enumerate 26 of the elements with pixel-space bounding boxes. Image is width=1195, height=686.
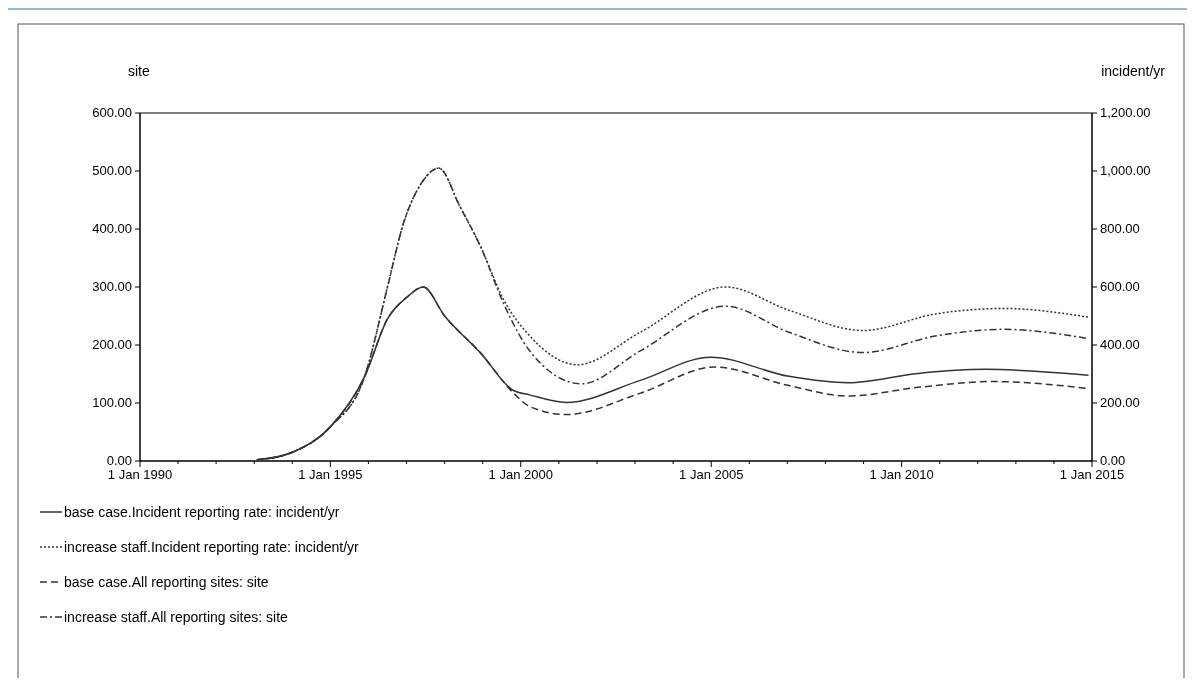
x-tick-label: 1 Jan 2005 <box>679 467 744 482</box>
x-tick-label: 1 Jan 2000 <box>488 467 553 482</box>
y-tick-label: 500.00 <box>92 163 132 178</box>
y2-tick-label: 600.00 <box>1100 279 1140 294</box>
legend-label: base case.All reporting sites: site <box>64 574 269 590</box>
y-tick-label: 300.00 <box>92 279 132 294</box>
y2-tick-label: 400.00 <box>1100 337 1140 352</box>
y-tick-label: 400.00 <box>92 221 132 236</box>
legend-label: base case.Incident reporting rate: incident/yr <box>64 504 340 520</box>
legend-label: increase staff.Incident reporting rate: incident/yr <box>64 539 360 555</box>
y2-tick-label: 1,200.00 <box>1100 105 1151 120</box>
x-tick-label: 1 Jan 1995 <box>298 467 363 482</box>
y-tick-label: 100.00 <box>92 395 132 410</box>
y2-tick-label: 800.00 <box>1100 221 1140 236</box>
y2-axis-title: incident/yr <box>1101 63 1166 79</box>
x-tick-label: 1 Jan 2010 <box>869 467 934 482</box>
y2-tick-label: 200.00 <box>1100 395 1140 410</box>
y-tick-label: 600.00 <box>92 105 132 120</box>
y-axis-title: site <box>128 63 150 79</box>
x-tick-label: 1 Jan 2015 <box>1059 467 1125 482</box>
y2-tick-label: 0.00 <box>1100 453 1126 468</box>
y-tick-label: 200.00 <box>92 337 132 352</box>
legend-label: increase staff.All reporting sites: site <box>64 609 289 625</box>
x-tick-label: 1 Jan 1990 <box>107 467 173 482</box>
y2-tick-label: 1,000.00 <box>1100 163 1151 178</box>
y-tick-label: 0.00 <box>106 453 132 468</box>
